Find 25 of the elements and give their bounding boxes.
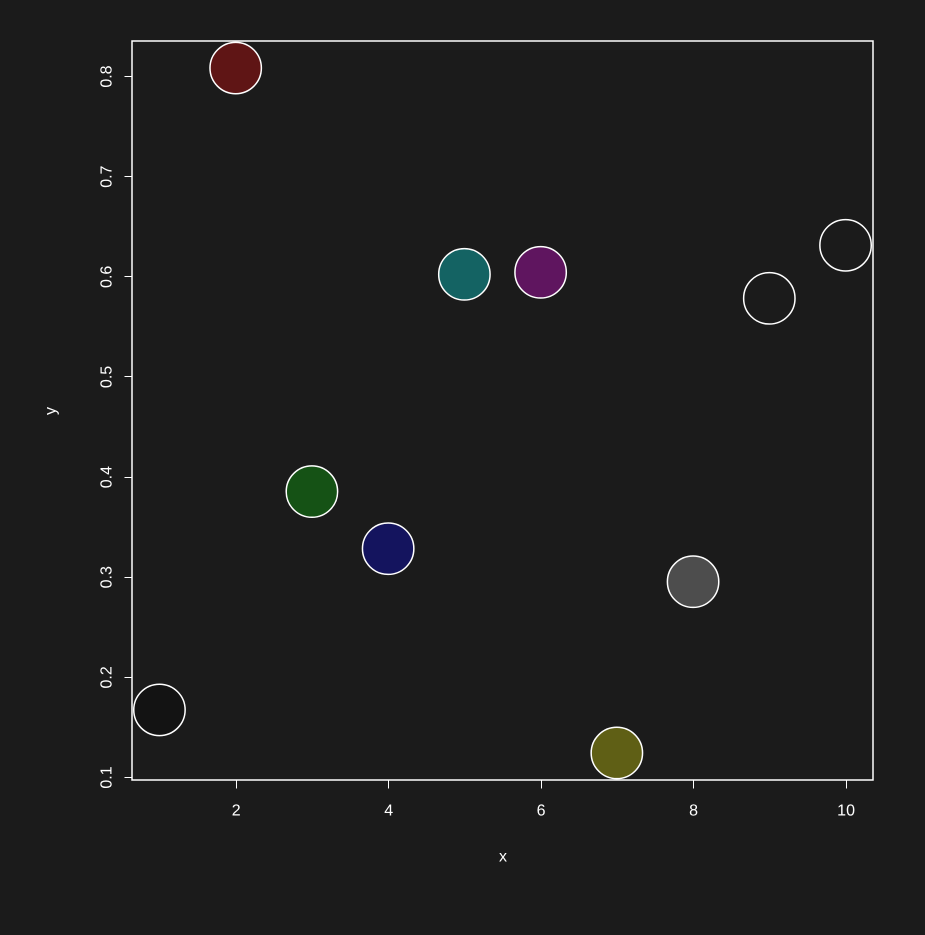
y-tick-label: 0.7 xyxy=(98,165,116,188)
point xyxy=(514,246,568,299)
y-tick-label: 0.4 xyxy=(98,466,116,488)
point xyxy=(285,465,338,518)
point xyxy=(590,726,644,780)
x-tick-label: 6 xyxy=(536,802,546,820)
y-tick-label: 0.3 xyxy=(98,566,116,588)
x-tick-label: 2 xyxy=(232,802,241,820)
y-tick-label: 0.6 xyxy=(98,266,116,288)
y-tick-label: 0.2 xyxy=(98,666,116,688)
point xyxy=(209,42,262,94)
x-tick-label: 8 xyxy=(689,802,698,820)
point xyxy=(362,522,415,576)
y-tick-label: 0.5 xyxy=(98,366,116,388)
point xyxy=(133,684,186,736)
point xyxy=(742,272,796,325)
y-axis-title: y xyxy=(42,407,60,415)
y-tick-label: 0.8 xyxy=(98,65,116,88)
point xyxy=(819,218,872,272)
x-tick-label: 10 xyxy=(837,802,856,820)
point xyxy=(666,555,720,608)
y-tick-label: 0.1 xyxy=(98,766,116,789)
x-axis-title: x xyxy=(499,848,507,866)
x-tick-label: 4 xyxy=(384,802,394,820)
point xyxy=(438,248,491,301)
